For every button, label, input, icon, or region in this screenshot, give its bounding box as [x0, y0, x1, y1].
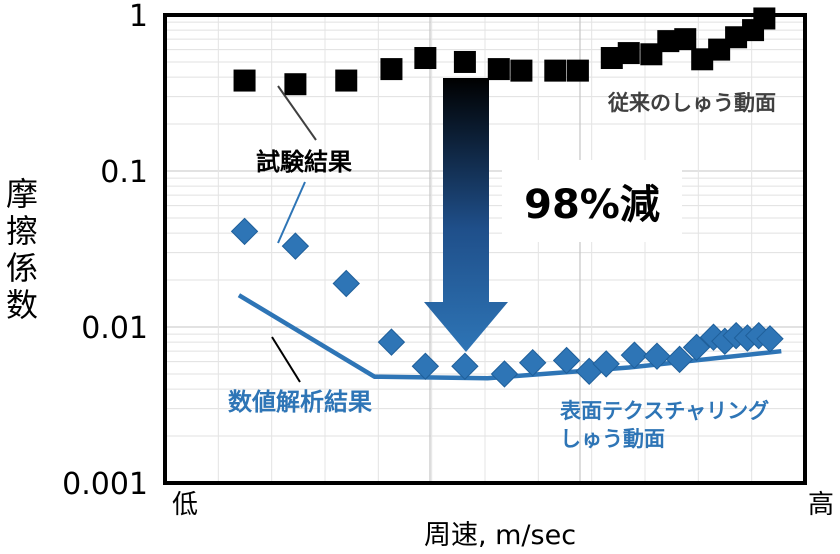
conventional-marker [414, 47, 437, 70]
reduction-label: 98%減 [524, 182, 660, 228]
conventional-marker [544, 59, 567, 82]
conventional-marker [233, 69, 256, 92]
conventional-surface-label: 従来のしゅう動面 [607, 91, 776, 115]
test-result-label: 試験結果 [256, 148, 352, 176]
conventional-marker [284, 73, 307, 96]
analysis-result-label: 数値解析結果 [228, 388, 372, 416]
conventional-marker [380, 58, 403, 81]
texture-surface-label-line2: しゅう動面 [560, 427, 665, 451]
y-tick-label: 1 [129, 0, 148, 34]
conventional-marker [674, 28, 697, 51]
texture-marker [490, 360, 519, 388]
texture-surface-label-line1: 表面テクスチャリング [560, 399, 769, 423]
texture-marker [230, 217, 259, 246]
conventional-marker [657, 30, 680, 53]
texture-marker [665, 345, 694, 374]
reduction-label-box [502, 160, 682, 242]
reduction-arrow [424, 78, 508, 352]
y-axis-title: 摩擦係数 [6, 175, 38, 324]
conventional-marker [335, 69, 358, 92]
texture-marker [756, 325, 784, 353]
texture-marker [451, 352, 479, 380]
plot-frame [163, 13, 807, 485]
texture-marker [281, 232, 310, 260]
test-leader-line-blue [277, 181, 306, 244]
texture-marker [332, 269, 360, 298]
y-tick-label: 0.01 [81, 311, 148, 346]
conventional-marker [640, 43, 663, 66]
conventional-marker [691, 48, 714, 71]
texture-marker [682, 333, 711, 362]
conventional-marker [708, 38, 731, 61]
texture-marker [411, 352, 440, 380]
svg-text:摩擦係数: 摩擦係数 [6, 175, 38, 324]
y-tick-label: 0.1 [100, 155, 148, 190]
y-tick-labels: 1 0.1 0.01 0.001 [62, 0, 148, 502]
conventional-marker [725, 26, 748, 49]
conventional-marker [753, 7, 776, 30]
texture-marker [518, 349, 547, 377]
x-high-label: 高 [808, 490, 834, 520]
texture-markers [230, 217, 784, 388]
x-axis-title: 周速, m/sec [424, 520, 576, 551]
y-tick-label: 0.001 [62, 467, 148, 502]
conventional-marker [617, 42, 640, 65]
texture-marker [643, 342, 671, 370]
conventional-marker [487, 58, 510, 81]
texture-marker [592, 350, 620, 378]
conventional-marker [566, 59, 589, 82]
test-leader-line-black [277, 85, 317, 141]
texture-marker [620, 341, 649, 369]
conventional-marker [600, 47, 623, 70]
conventional-markers [233, 7, 776, 96]
texture-marker [377, 328, 406, 356]
x-low-label: 低 [172, 490, 198, 520]
analysis-leader-line [271, 336, 301, 383]
conventional-marker [510, 59, 533, 82]
texture-marker [552, 346, 581, 375]
conventional-marker [453, 50, 476, 73]
